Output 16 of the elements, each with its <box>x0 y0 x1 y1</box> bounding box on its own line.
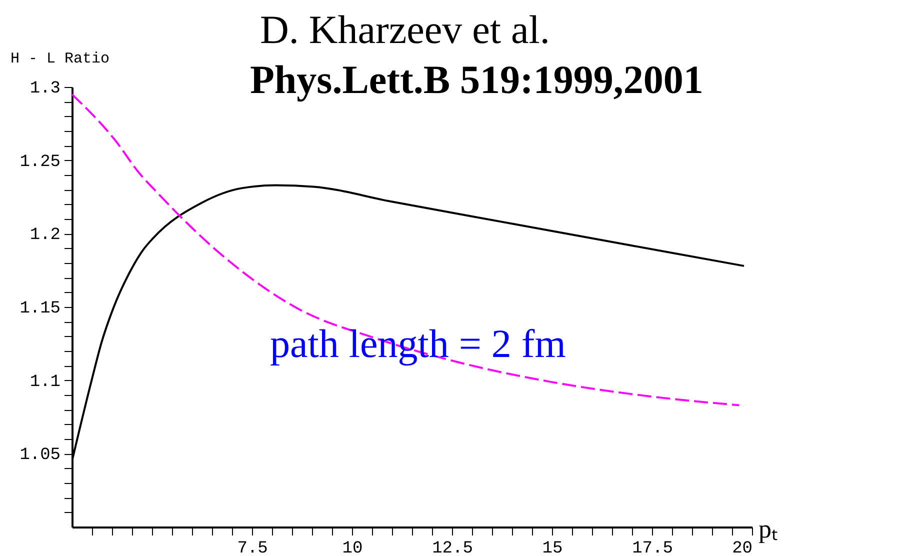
x-tick-label: 12.5 <box>432 540 473 556</box>
annotation: Phys.Lett.B 519:1999,2001 <box>250 56 704 103</box>
x-tick-label: 15 <box>542 540 563 556</box>
x-tick-label: 7.5 <box>237 540 268 556</box>
x-tick-label: 10 <box>342 540 363 556</box>
x-tick-label: 17.5 <box>632 540 673 556</box>
text: D. Kharzeev et al. <box>260 6 550 53</box>
y-tick-label: 1.1 <box>30 372 60 392</box>
y-tick-label: 1.25 <box>20 152 60 172</box>
y-tick-label: 1.15 <box>20 300 60 318</box>
y-axis-title: H - L Ratio <box>10 50 110 68</box>
y-tick-label: 1.2 <box>30 226 60 246</box>
y-tick-label: 1.3 <box>30 80 60 98</box>
y-tick-label: 1.05 <box>20 446 60 466</box>
x-tick-label: 20 <box>732 540 752 556</box>
x-axis-title: pₜ <box>758 514 778 544</box>
